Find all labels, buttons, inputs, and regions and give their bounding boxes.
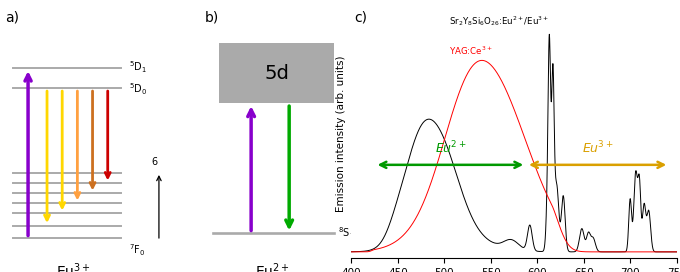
Text: c): c) <box>355 11 368 25</box>
Text: $^5$D$_0$: $^5$D$_0$ <box>129 82 147 97</box>
Text: Sr$_2$Y$_8$Si$_6$O$_{26}$:Eu$^{2+}$/Eu$^{3+}$: Sr$_2$Y$_8$Si$_6$O$_{26}$:Eu$^{2+}$/Eu$^… <box>449 14 549 28</box>
Text: Eu$^{2+}$: Eu$^{2+}$ <box>255 261 290 272</box>
Text: b): b) <box>205 11 219 25</box>
Text: Eu$^{2+}$: Eu$^{2+}$ <box>435 139 466 156</box>
Text: Eu$^{3+}$: Eu$^{3+}$ <box>56 261 91 272</box>
Text: 5d: 5d <box>264 64 289 83</box>
Text: $^7$F$_0$: $^7$F$_0$ <box>129 242 145 258</box>
Y-axis label: Emission intensity (arb. units): Emission intensity (arb. units) <box>336 55 346 212</box>
Text: a): a) <box>5 11 19 25</box>
Text: $^5$D$_1$: $^5$D$_1$ <box>129 59 147 75</box>
Text: Eu$^{3+}$: Eu$^{3+}$ <box>582 139 613 156</box>
Bar <box>219 43 335 103</box>
Text: 6: 6 <box>152 157 158 167</box>
Text: YAG:Ce$^{3+}$: YAG:Ce$^{3+}$ <box>449 44 492 57</box>
Text: $^8$S$_{7/2}$: $^8$S$_{7/2}$ <box>339 225 362 242</box>
